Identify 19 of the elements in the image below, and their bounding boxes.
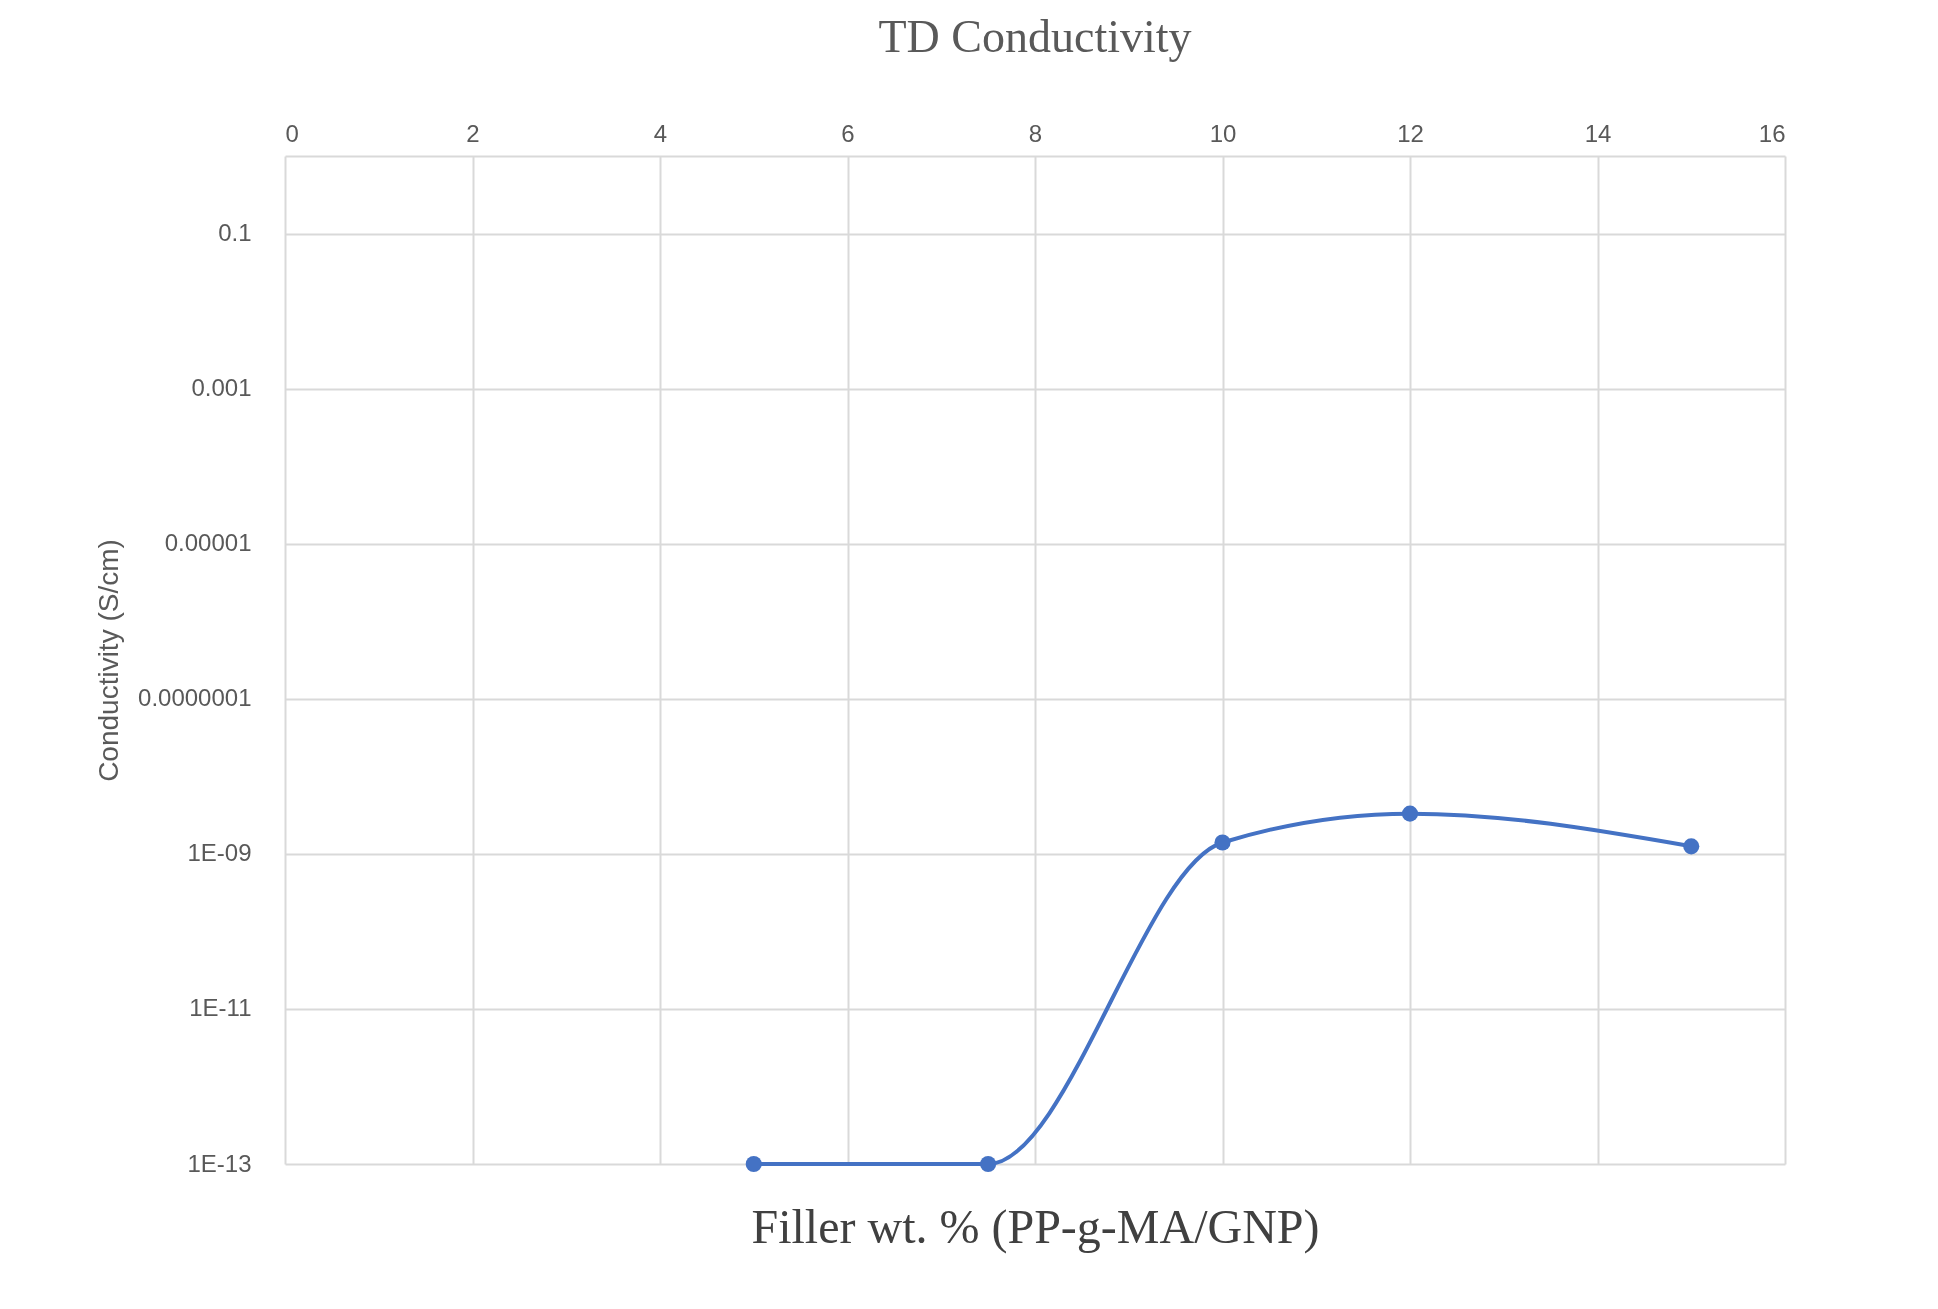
x-tick-label: 14 — [1584, 119, 1612, 147]
y-tick-label: 1E-09 — [187, 839, 252, 867]
x-tick-label: 0 — [285, 119, 299, 147]
x-axis-title: Filler wt. % (PP-g-MA/GNP) — [751, 1199, 1320, 1254]
y-tick-label: 0.00001 — [164, 529, 252, 557]
y-tick-label: 0.0000001 — [138, 684, 252, 712]
x-tick-label: 8 — [1028, 119, 1043, 147]
x-tick-label: 2 — [466, 119, 480, 147]
chart-title: TD Conductivity — [878, 11, 1192, 62]
x-tick-label: 4 — [653, 119, 668, 147]
y-tick-label: 1E-11 — [189, 994, 252, 1022]
y-axis-title: Conductivity (S/cm) — [93, 539, 125, 782]
x-tick-label: 16 — [1758, 119, 1786, 147]
y-tick-label: 1E-13 — [187, 1149, 252, 1177]
x-tick-label: 10 — [1209, 119, 1237, 147]
x-tick-label: 12 — [1397, 119, 1424, 147]
x-tick-label: 6 — [841, 119, 855, 147]
y-tick-label: 0.1 — [218, 219, 252, 247]
y-tick-label: 0.001 — [191, 374, 252, 402]
